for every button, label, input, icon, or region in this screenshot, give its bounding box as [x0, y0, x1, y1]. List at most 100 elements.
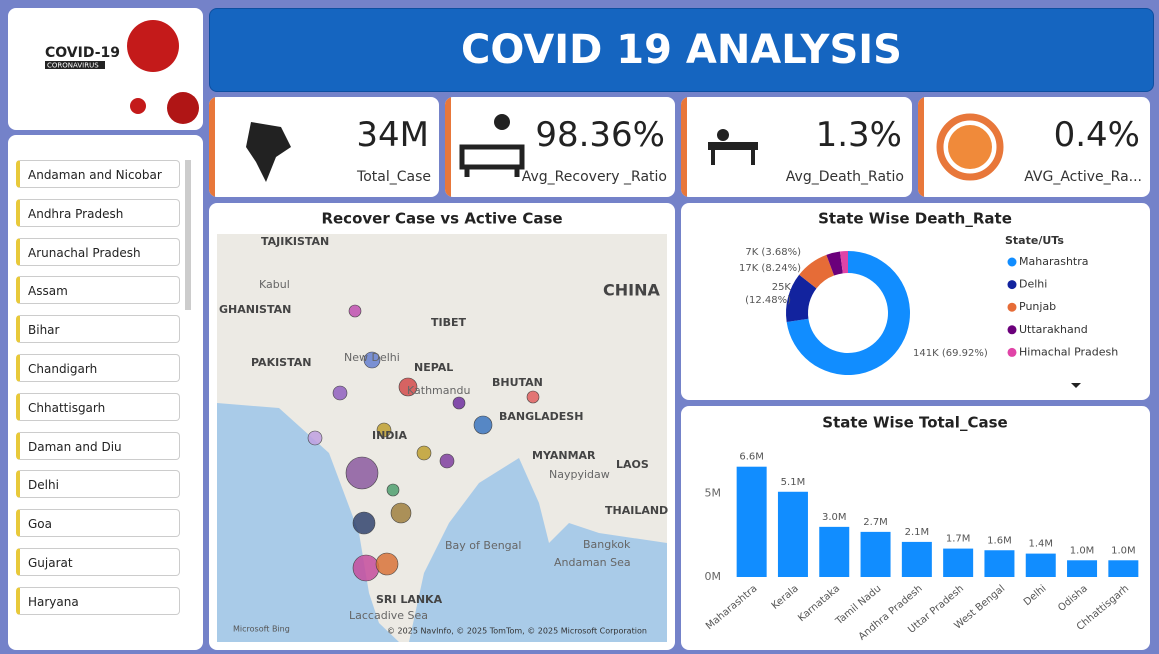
map-bubble	[390, 502, 412, 524]
map-label: PAKISTAN	[251, 356, 311, 369]
map-label: Kabul	[259, 278, 290, 291]
donut-slice	[799, 254, 835, 289]
map-bubble	[398, 377, 418, 397]
slicer-item[interactable]: Arunachal Pradesh	[16, 237, 180, 266]
x-tick-label: Maharashtra	[704, 583, 759, 632]
map-bubble	[363, 351, 381, 369]
kpi-card: 34M Total_Case	[209, 97, 439, 197]
bar	[984, 550, 1015, 577]
legend-label: Punjab	[1019, 300, 1056, 313]
bar	[1067, 560, 1098, 577]
y-tick-label: 0M	[705, 570, 722, 583]
legend-swatch	[1007, 302, 1017, 312]
logo-band	[45, 61, 105, 69]
slicer-item[interactable]: Gujarat	[16, 548, 180, 576]
virus-icon	[167, 92, 199, 124]
legend-swatch	[1007, 325, 1017, 335]
bar	[1025, 553, 1056, 577]
icon-shape	[711, 150, 755, 165]
logo-subtitle: CORONAVIRUS	[47, 62, 99, 70]
data-label: 1.6M	[987, 535, 1012, 546]
label-line: 25K	[772, 282, 792, 293]
kpi-value: 1.3%	[815, 115, 902, 155]
data-label: 1.4M	[1028, 539, 1053, 550]
legend-title: State/UTs	[1005, 234, 1064, 247]
map-label: Kathmandu	[407, 384, 470, 397]
kpi-icon	[459, 114, 525, 177]
donut-slice	[786, 251, 910, 375]
header: COVID 19 ANALYSIS	[209, 8, 1154, 92]
kpi-accent	[445, 97, 451, 197]
x-tick-label: Odisha	[1056, 583, 1090, 614]
map-copyright: © 2025 NavInfo, © 2025 TomTom, © 2025 Mi…	[387, 627, 647, 636]
slicer-panel: Andaman and Nicobar Andhra Pradesh Arunach…	[8, 135, 203, 650]
legend-label: Uttarakhand	[1019, 323, 1088, 336]
data-label: 5.1M	[781, 477, 806, 488]
kpi-value: 0.4%	[1053, 115, 1140, 155]
slicer-item[interactable]: Goa	[16, 509, 180, 538]
map-label: SRI LANKA	[376, 593, 443, 606]
legend-swatch	[1007, 347, 1017, 357]
slicer-item[interactable]: Andaman and Nicobar	[16, 160, 180, 188]
kpi-card: 0.4% AVG_Active_Ra...	[918, 97, 1150, 197]
slicer-item[interactable]: Daman and Diu	[16, 431, 180, 460]
donut-chart: State Wise Death_Rate 141K (69.92%) 25K (12…	[739, 210, 1118, 388]
slicer-item[interactable]: Assam	[16, 276, 180, 305]
map-bubble	[386, 483, 400, 497]
map-bubble	[526, 390, 540, 404]
bar	[901, 541, 932, 577]
chart-title: State Wise Death_Rate	[818, 210, 1012, 228]
legend-label: Himachal Pradesh	[1019, 345, 1118, 358]
legend-label: Maharashtra	[1019, 255, 1089, 268]
map-label: TAJIKISTAN	[261, 235, 329, 248]
slicer-item[interactable]: Chandigarh	[16, 354, 180, 382]
slicer-item[interactable]: Haryana	[16, 586, 180, 615]
icon-shape	[459, 144, 525, 177]
map-bubble	[332, 385, 348, 401]
y-tick-label: 5M	[705, 486, 722, 499]
map-bubble	[352, 554, 380, 582]
header-title: COVID 19 ANALYSIS	[461, 27, 902, 73]
map-panel: Recover Case vs Active Case TAJIKISTAN Ka…	[209, 203, 675, 650]
map-bubble	[416, 445, 432, 461]
map-label: Andaman Sea	[554, 556, 631, 569]
kpi-label: Avg_Death_Ratio	[785, 169, 904, 185]
kpi-card: 98.36% Avg_Recovery _Ratio	[445, 97, 675, 197]
map-label: Laccadive Sea	[349, 609, 428, 622]
logo-panel: COVID-19 CORONAVIRUS	[8, 8, 203, 130]
map-label: THAILAND	[605, 504, 668, 517]
map-label: Bangkok	[583, 538, 631, 551]
kpi-value: 34M	[356, 115, 429, 155]
kpi-label: Avg_Recovery _Ratio	[521, 169, 667, 185]
map-label: Naypyidaw	[549, 468, 610, 481]
virus-icon	[130, 98, 146, 114]
map-label: New Delhi	[344, 351, 400, 364]
map-label: CHINA	[603, 281, 660, 300]
slicer-item[interactable]: Bihar	[16, 315, 180, 344]
kpi-accent	[918, 97, 924, 197]
bar	[736, 466, 767, 577]
bar	[943, 548, 974, 577]
slicer-item[interactable]: Delhi	[16, 470, 180, 499]
data-label: 1.0M	[1070, 545, 1095, 556]
donut-slice	[839, 251, 848, 274]
map-attribution: Microsoft Bing	[233, 625, 290, 634]
logo-title: COVID-19	[45, 45, 120, 61]
map-label: Bay of Bengal	[445, 539, 521, 552]
map-bubble	[352, 511, 376, 535]
donut-slice	[786, 274, 817, 323]
icon-shape	[936, 113, 1004, 181]
bar	[777, 491, 808, 577]
kpi-accent	[681, 97, 687, 197]
map-bubble	[348, 304, 362, 318]
map-bubble	[375, 552, 399, 576]
kpi-value: 98.36%	[535, 115, 665, 155]
map-bubble	[439, 453, 455, 469]
legend-swatch	[1007, 280, 1017, 290]
map-bubble	[345, 456, 379, 490]
map-label: MYANMAR	[532, 449, 596, 462]
map-label: NEPAL	[414, 361, 453, 374]
slicer-item[interactable]: Andhra Pradesh	[16, 198, 180, 227]
virus-icon	[127, 20, 179, 72]
slicer-item[interactable]: Chhattisgarh	[16, 392, 180, 421]
